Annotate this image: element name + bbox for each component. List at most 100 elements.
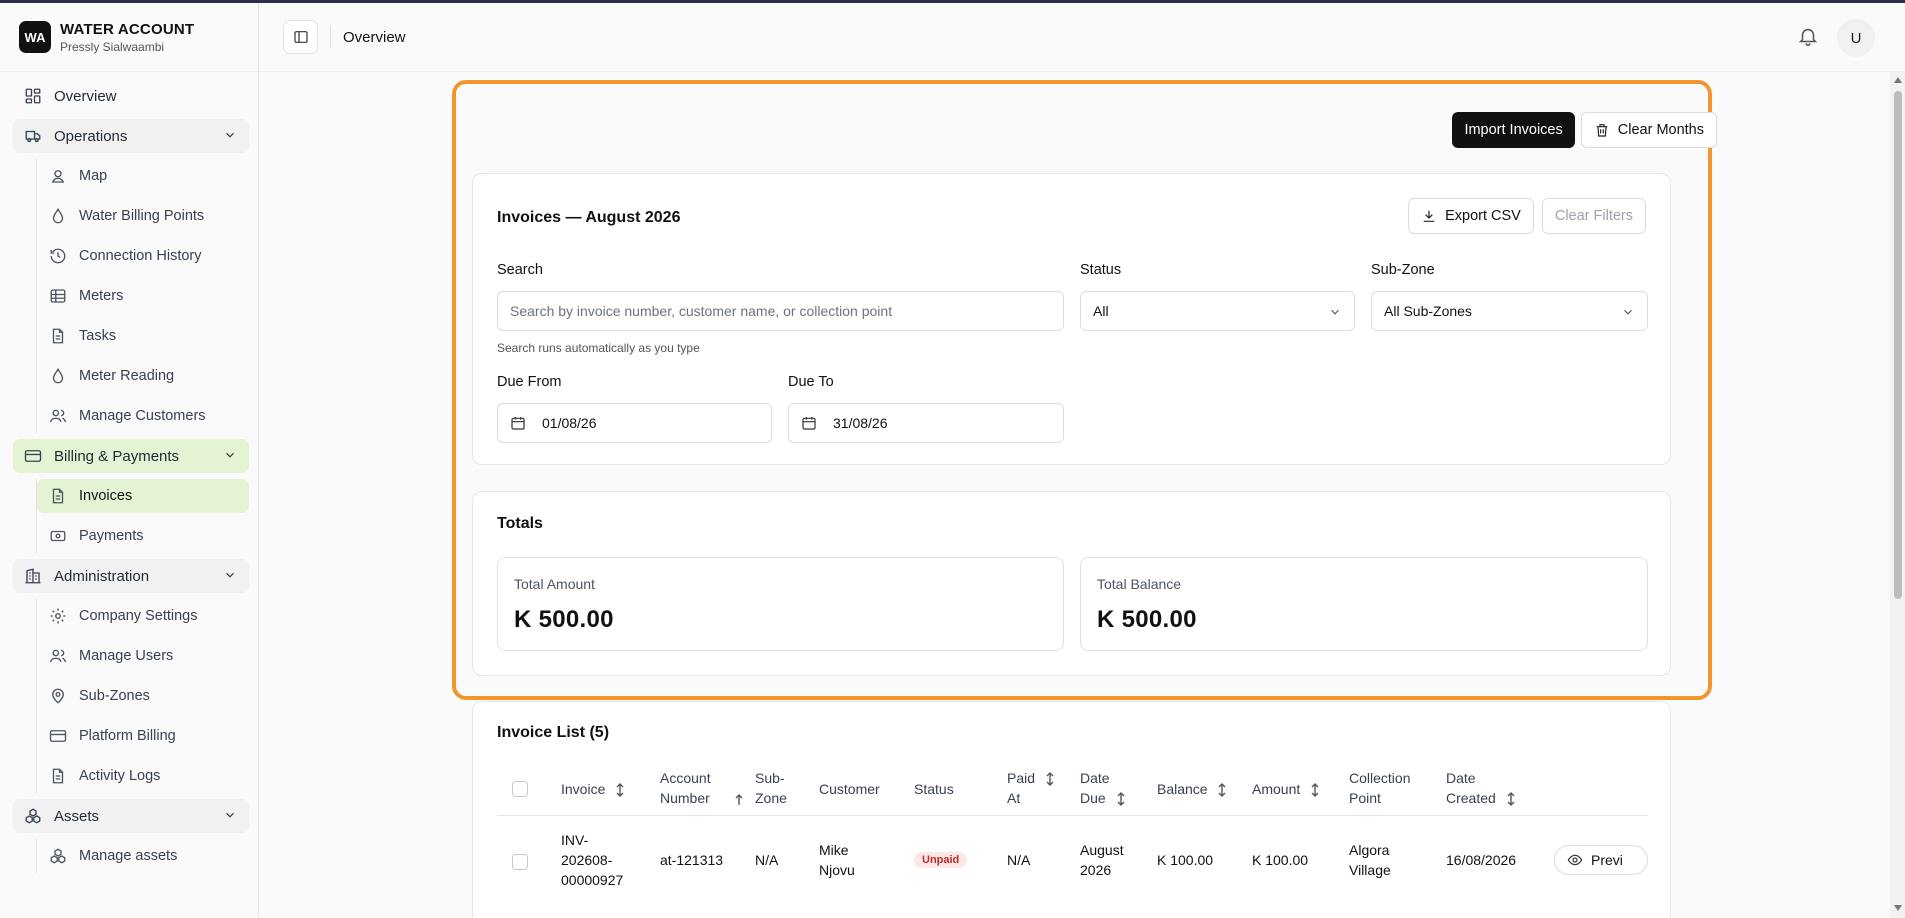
sidebar-toggle-button[interactable] <box>283 20 318 54</box>
bell-icon[interactable] <box>1797 25 1819 47</box>
sidebar-group-label: Billing & Payments <box>54 447 180 465</box>
column-label: Date <box>1446 770 1476 786</box>
column-label: Due <box>1080 790 1106 806</box>
droplet-icon <box>49 367 67 385</box>
assets-submenu: Manage assets <box>36 839 258 873</box>
search-input[interactable]: Search by invoice number, customer name,… <box>497 291 1064 331</box>
truck-icon <box>24 127 42 145</box>
sidebar-item-label: Platform Billing <box>79 728 176 744</box>
column-paid-at[interactable]: Paid At <box>1007 768 1055 808</box>
gear-icon <box>49 607 67 625</box>
filters-card: Invoices — August 2026 Export CSV Clear … <box>472 173 1671 465</box>
sort-icon <box>616 783 624 798</box>
column-sub-zone: Sub- Zone <box>755 768 787 808</box>
filters-title: Invoices — August 2026 <box>497 209 681 226</box>
sidebar-group-billing[interactable]: Billing & Payments <box>13 439 249 473</box>
sidebar-item-label: Manage assets <box>79 848 178 864</box>
import-invoices-button[interactable]: Import Invoices <box>1452 112 1575 148</box>
total-amount-label: Total Amount <box>514 576 595 592</box>
sidebar-item-connection-history[interactable]: Connection History <box>37 239 249 273</box>
sort-icon <box>1311 783 1319 798</box>
column-account-number[interactable]: Account Number <box>660 768 744 808</box>
cell-balance: K 100.00 <box>1157 852 1214 868</box>
column-label: Date <box>1080 770 1110 786</box>
droplet-icon <box>49 207 67 225</box>
sidebar-item-manage-users[interactable]: Manage Users <box>37 639 249 673</box>
column-amount[interactable]: Amount <box>1252 779 1320 799</box>
chevron-down-icon <box>226 452 234 458</box>
column-label: Invoice <box>561 781 606 797</box>
scroll-up-arrow[interactable] <box>1894 77 1902 83</box>
top-header: Overview U <box>259 3 1905 72</box>
sidebar-item-water-billing-points[interactable]: Water Billing Points <box>37 199 249 233</box>
export-csv-label: Export CSV <box>1445 208 1521 224</box>
sidebar-item-tasks[interactable]: Tasks <box>37 319 249 353</box>
map-pin-icon <box>49 687 67 705</box>
clear-months-button[interactable]: Clear Months <box>1580 112 1717 148</box>
sidebar-group-operations[interactable]: Operations <box>13 119 249 153</box>
trash-icon <box>1594 122 1610 138</box>
column-balance[interactable]: Balance <box>1157 779 1227 799</box>
table-row[interactable]: INV- 202608- 00000927 at-121313 N/A Mike… <box>497 816 1648 906</box>
cell-date-created: 16/08/2026 <box>1446 852 1517 868</box>
sidebar-group-assets[interactable]: Assets <box>13 799 249 833</box>
brand-logo: WA <box>19 21 51 53</box>
sidebar-item-label: Manage Customers <box>79 408 206 424</box>
users-icon <box>49 407 67 425</box>
sidebar-item-invoices[interactable]: Invoices <box>37 479 249 513</box>
scrollbar-thumb[interactable] <box>1894 91 1902 599</box>
select-all-checkbox[interactable] <box>512 781 528 797</box>
sidebar-item-meter-reading[interactable]: Meter Reading <box>37 359 249 393</box>
column-invoice[interactable]: Invoice <box>561 779 625 799</box>
cell-text: Village <box>1349 862 1391 878</box>
scroll-down-arrow[interactable] <box>1894 905 1902 911</box>
file-text-icon <box>49 487 67 505</box>
chevron-down-icon <box>1624 309 1632 315</box>
avatar[interactable]: U <box>1837 19 1875 57</box>
preview-label: Previ <box>1591 852 1623 868</box>
clear-months-label: Clear Months <box>1617 122 1704 138</box>
app-root: WA WATER ACCOUNT Pressly Sialwaambi Over… <box>0 3 1905 918</box>
sidebar-item-meters[interactable]: Meters <box>37 279 249 313</box>
sort-icon <box>1046 772 1054 787</box>
sidebar-item-sub-zones[interactable]: Sub-Zones <box>37 679 249 713</box>
sidebar-item-map[interactable]: Map <box>37 159 249 193</box>
boxes-icon <box>24 807 42 825</box>
sidebar-item-label: Meters <box>79 288 124 304</box>
sidebar-item-company-settings[interactable]: Company Settings <box>37 599 249 633</box>
brand-title: WATER ACCOUNT <box>60 20 195 38</box>
export-csv-button[interactable]: Export CSV <box>1408 198 1534 234</box>
sidebar-item-overview[interactable]: Overview <box>13 79 249 113</box>
brand-subtitle: Pressly Sialwaambi <box>60 39 165 54</box>
total-amount-value: K 500.00 <box>514 606 614 633</box>
sidebar-group-label: Operations <box>54 127 128 145</box>
sidebar-item-label: Payments <box>79 528 144 544</box>
credit-card-icon <box>49 727 67 745</box>
due-to-input[interactable]: 31/08/26 <box>788 403 1064 443</box>
sidebar-item-payments[interactable]: Payments <box>37 519 249 553</box>
due-to-label: Due To <box>788 374 834 390</box>
sidebar-item-manage-assets[interactable]: Manage assets <box>37 839 249 873</box>
row-checkbox[interactable] <box>512 854 528 870</box>
total-balance-box: Total Balance K 500.00 <box>1080 557 1648 651</box>
total-amount-box: Total Amount K 500.00 <box>497 557 1064 651</box>
sidebar-item-manage-customers[interactable]: Manage Customers <box>37 399 249 433</box>
preview-button[interactable]: Previ <box>1554 845 1648 875</box>
column-date-due[interactable]: Date Due <box>1080 768 1126 808</box>
sidebar-item-platform-billing[interactable]: Platform Billing <box>37 719 249 753</box>
subzone-select[interactable]: All Sub-Zones <box>1371 291 1648 331</box>
sidebar-item-label: Water Billing Points <box>79 208 205 224</box>
column-label: Zone <box>755 790 787 806</box>
users-icon <box>49 647 67 665</box>
status-select[interactable]: All <box>1080 291 1355 331</box>
sidebar-item-activity-logs[interactable]: Activity Logs <box>37 759 249 793</box>
due-from-value: 01/08/26 <box>542 415 597 431</box>
credit-card-icon <box>24 447 42 465</box>
cell-paid-at: N/A <box>1007 852 1031 868</box>
sidebar-group-administration[interactable]: Administration <box>13 559 249 593</box>
cell-text: August <box>1080 842 1124 858</box>
column-date-created[interactable]: Date Created <box>1446 768 1516 808</box>
totals-card: Totals Total Amount K 500.00 Total Balan… <box>472 491 1671 676</box>
clear-filters-button[interactable]: Clear Filters <box>1541 198 1646 234</box>
due-from-input[interactable]: 01/08/26 <box>497 403 772 443</box>
